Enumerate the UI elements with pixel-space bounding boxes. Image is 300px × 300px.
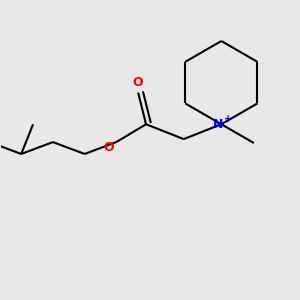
Text: O: O [103, 140, 114, 154]
Text: O: O [133, 76, 143, 89]
Text: +: + [224, 114, 232, 124]
Text: N: N [213, 118, 224, 131]
